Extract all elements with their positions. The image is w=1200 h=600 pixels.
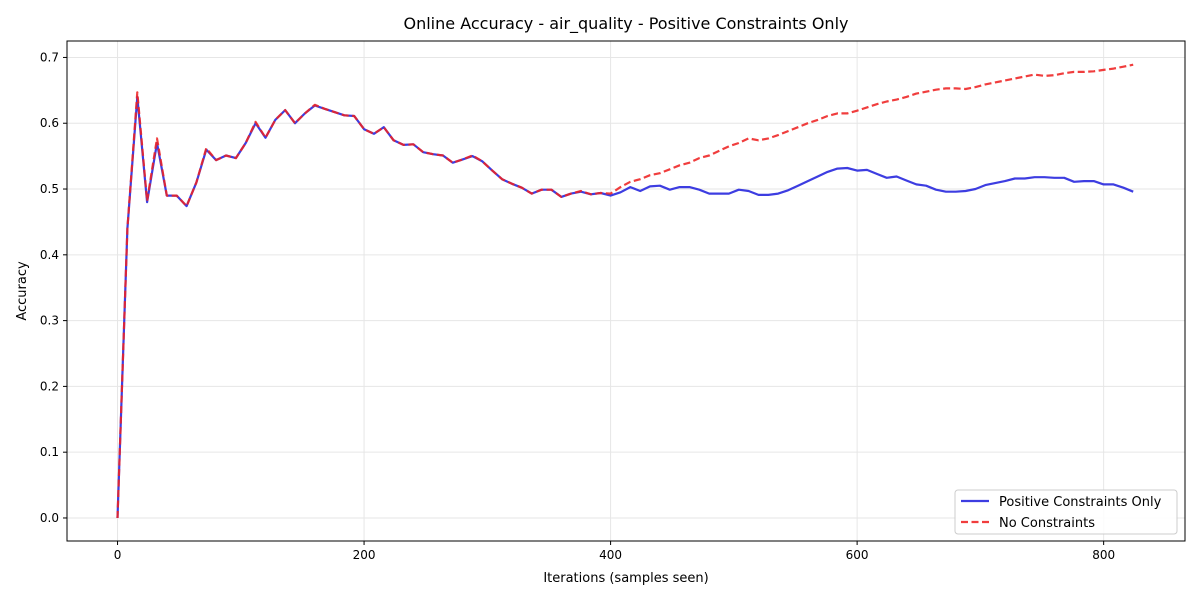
y-tick-label: 0.2 bbox=[40, 379, 59, 393]
y-tick-label: 0.0 bbox=[40, 511, 59, 525]
chart-title: Online Accuracy - air_quality - Positive… bbox=[404, 14, 849, 34]
y-tick-label: 0.6 bbox=[40, 116, 59, 130]
x-tick-label: 800 bbox=[1092, 548, 1115, 562]
y-tick-label: 0.4 bbox=[40, 248, 59, 262]
legend: Positive Constraints Only No Constraints bbox=[954, 489, 1178, 535]
x-tick-label: 0 bbox=[114, 548, 122, 562]
x-axis-label: Iterations (samples seen) bbox=[543, 571, 708, 586]
y-tick-label: 0.5 bbox=[40, 182, 59, 196]
x-tick-label: 200 bbox=[353, 548, 376, 562]
x-tick-label: 400 bbox=[599, 548, 622, 562]
legend-box bbox=[954, 489, 1178, 535]
series-line-no-constraints bbox=[116, 63, 1134, 519]
y-tick-label: 0.3 bbox=[40, 314, 59, 328]
y-tick-label: 0.7 bbox=[40, 50, 59, 64]
legend-label: No Constraints bbox=[999, 516, 1095, 531]
legend-label: Positive Constraints Only bbox=[999, 495, 1162, 510]
series-layer bbox=[116, 63, 1134, 519]
y-axis-label: Accuracy bbox=[15, 261, 30, 321]
x-tick-label: 600 bbox=[846, 548, 869, 562]
ticks: 0 200 400 600 800 0.0 0.1 0.2 0.3 0.4 0.5 0.6 0.7 bbox=[40, 50, 1115, 562]
plot-frame bbox=[66, 40, 1186, 542]
y-tick-label: 0.1 bbox=[40, 445, 59, 459]
